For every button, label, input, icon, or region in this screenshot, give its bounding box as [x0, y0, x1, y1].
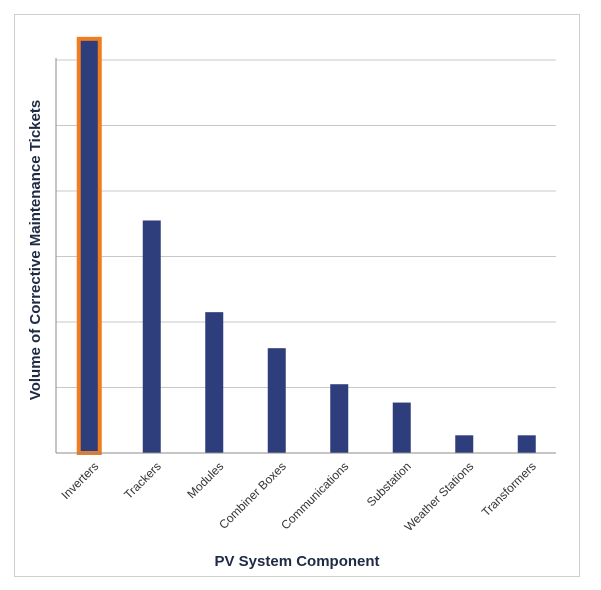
x-tick-label-inverters: Inverters — [58, 459, 101, 502]
x-tick-label-transformers: Transformers — [479, 459, 539, 519]
y-axis-title: Volume of Corrective Maintenance Tickets — [27, 100, 44, 400]
bars — [76, 36, 536, 455]
bar-transformers — [517, 435, 536, 453]
bar-inverters — [80, 40, 99, 453]
gridlines — [56, 59, 556, 388]
bar-modules — [205, 312, 224, 453]
x-tick-label-trackers: Trackers — [121, 459, 164, 502]
x-axis-title: PV System Component — [214, 553, 379, 570]
bar-weather-stations — [455, 435, 474, 453]
axes — [55, 58, 556, 454]
bar-communications — [330, 384, 349, 453]
chart-frame — [14, 14, 580, 577]
x-tick-label-weather-stations: Weather Stations — [402, 459, 477, 534]
x-tick-label-communications: Communications — [278, 459, 351, 532]
x-tick-label-modules: Modules — [184, 459, 226, 501]
bar-trackers — [142, 220, 161, 453]
bar-substation — [392, 402, 411, 453]
x-tick-label-combiner-boxes: Combiner Boxes — [216, 459, 289, 532]
x-tick-label-substation: Substation — [364, 459, 414, 509]
bar-combiner-boxes — [267, 348, 286, 453]
